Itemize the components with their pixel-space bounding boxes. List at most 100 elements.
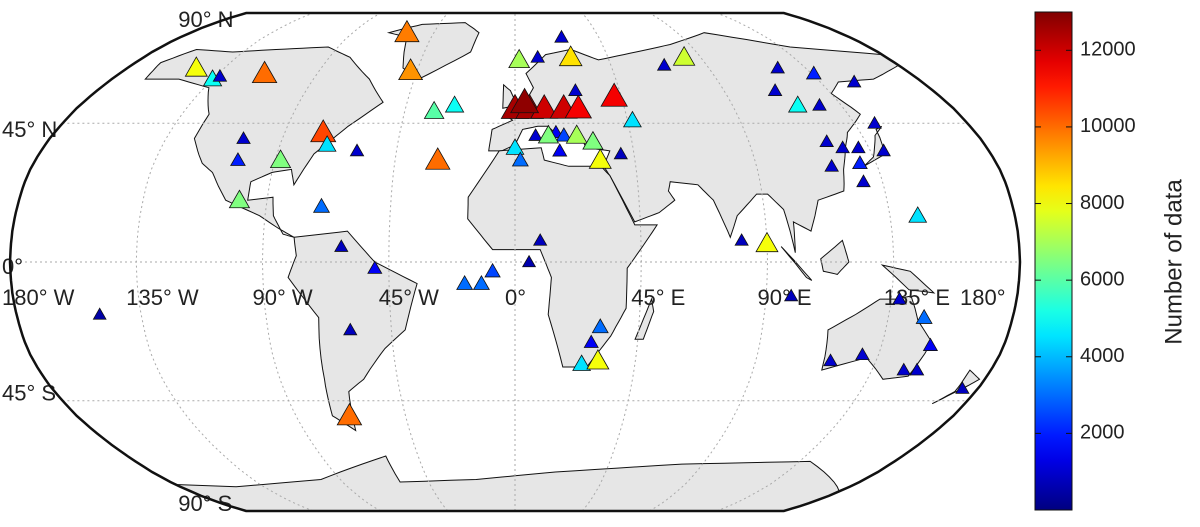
station-marker: [812, 97, 827, 111]
station-marker: [484, 262, 501, 278]
station-marker: [582, 130, 604, 150]
map-frame: [8, 11, 1022, 513]
station-marker: [824, 158, 839, 172]
colorbar-tick-label: 8000: [1080, 192, 1125, 214]
colorbar-tick-label: 6000: [1080, 268, 1125, 290]
station-marker: [734, 233, 749, 246]
station-marker: [336, 402, 363, 426]
station-marker: [622, 110, 642, 128]
station-marker: [565, 124, 588, 144]
station-marker: [310, 119, 337, 143]
station-marker: [528, 128, 543, 141]
station-marker: [613, 146, 628, 160]
station-marker: [583, 334, 599, 348]
x-tick-label: 90° W: [253, 285, 313, 310]
station-marker: [424, 147, 451, 170]
x-tick-label: 135° E: [884, 285, 950, 310]
x-tick-label: 135° W: [126, 285, 199, 310]
station-marker: [537, 124, 560, 144]
station-marker: [530, 49, 545, 63]
station-marker: [852, 155, 868, 170]
station-marker: [394, 19, 420, 43]
x-tick-label: 45° W: [379, 285, 439, 310]
station-marker: [510, 87, 540, 114]
station-marker: [230, 152, 246, 166]
y-tick-label: 45° N: [2, 117, 57, 142]
station-marker: [783, 288, 799, 302]
station-marker: [896, 362, 912, 376]
colorbar-label: Number of data: [1160, 179, 1187, 345]
station-marker: [423, 100, 445, 119]
station-marker: [552, 143, 568, 157]
station-marker: [805, 65, 822, 80]
x-tick-label: 180°: [960, 285, 1006, 310]
station-marker: [586, 349, 610, 370]
station-marker: [508, 48, 531, 69]
station-marker: [770, 60, 785, 74]
station-marker: [236, 131, 251, 144]
station-marker: [909, 362, 925, 376]
land: [467, 147, 659, 368]
station-marker: [367, 260, 383, 274]
colorbar-tick-label: 10000: [1080, 115, 1136, 137]
grid-line: [649, 12, 769, 512]
station-marker: [591, 318, 609, 334]
colorbar-scale: [1034, 11, 1073, 511]
station-marker: [823, 353, 838, 367]
station-marker: [456, 274, 474, 290]
station-marker: [922, 337, 939, 351]
colorbar-tick-label: 4000: [1080, 345, 1125, 367]
station-marker: [184, 56, 208, 77]
station-marker: [349, 143, 365, 157]
station-marker: [533, 233, 548, 246]
x-tick-label: 0°: [505, 285, 526, 310]
station-marker: [835, 140, 850, 154]
station-marker: [564, 94, 593, 119]
station-marker: [656, 57, 672, 71]
colorbar-tick-label: 12000: [1080, 39, 1136, 61]
station-marker: [915, 308, 933, 324]
station-marker: [554, 29, 569, 43]
station-marker: [767, 83, 783, 96]
station-marker: [269, 149, 292, 169]
station-marker: [955, 381, 970, 394]
station-marker: [908, 206, 928, 223]
land: [144, 46, 384, 238]
station-marker: [819, 134, 834, 147]
station-marker: [312, 197, 331, 213]
station-marker: [444, 95, 465, 113]
land: [820, 239, 850, 275]
station-marker: [511, 151, 529, 167]
station-marker: [251, 60, 278, 84]
station-marker: [92, 307, 107, 320]
station-marker: [505, 138, 525, 155]
y-tick-label: 45° S: [2, 381, 56, 406]
station-marker: [317, 135, 337, 152]
land: [880, 264, 936, 294]
station-marker: [472, 274, 490, 290]
station-marker: [555, 127, 573, 142]
colorbar: Number of data 2000 4000 6000 8000 10000 1200…: [1034, 11, 1187, 511]
land: [488, 32, 900, 253]
station-marker: [856, 174, 871, 188]
land: [931, 369, 981, 405]
x-tick-label: 90° E: [758, 285, 812, 310]
x-tick-label: 45° E: [631, 285, 685, 310]
station-marker: [572, 354, 592, 371]
station-marker: [855, 347, 870, 360]
station-marker: [568, 83, 583, 96]
station-marker: [867, 115, 882, 129]
station-marker: [343, 322, 358, 336]
land: [780, 246, 813, 281]
y-tick-label: 0°: [2, 254, 23, 279]
station-marker: [892, 291, 907, 305]
station-marker: [212, 68, 228, 82]
station-marker: [851, 140, 866, 154]
station-marker: [755, 231, 779, 253]
land: [634, 297, 655, 340]
grid-line: [261, 12, 381, 512]
station-marker: [521, 254, 537, 268]
station-marker: [846, 74, 862, 88]
colorbar-tick-label: 2000: [1080, 422, 1125, 444]
